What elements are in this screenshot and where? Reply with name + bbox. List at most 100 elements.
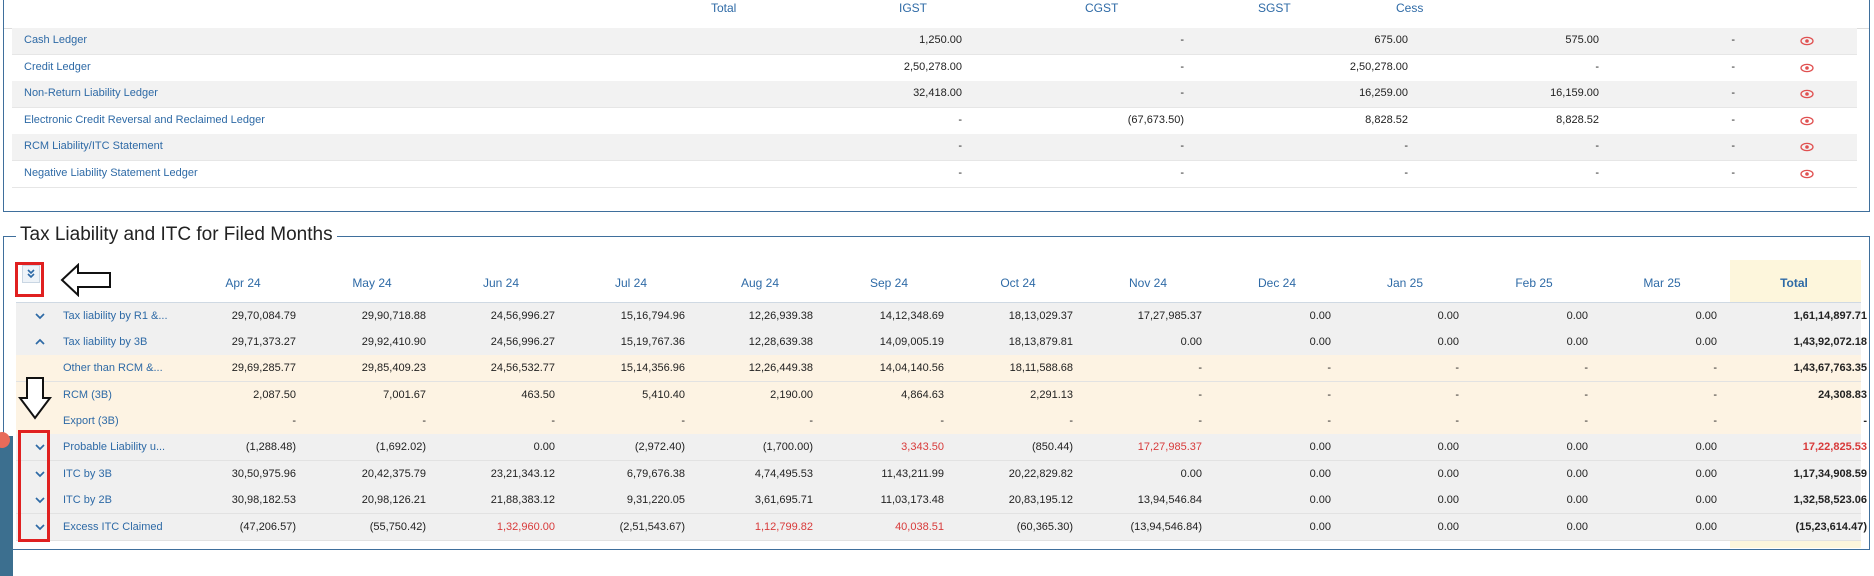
month-value-cell: 0.00 bbox=[1309, 521, 1331, 533]
row-label[interactable]: Tax liability by R1 &... bbox=[63, 310, 168, 322]
month-value-cell: 29,90,718.88 bbox=[361, 310, 426, 322]
month-header: Mar 25 bbox=[1643, 276, 1681, 290]
month-value-cell: 4,864.63 bbox=[901, 389, 944, 401]
ledger-cell-cess: - bbox=[1731, 140, 1735, 152]
month-header: Feb 25 bbox=[1515, 276, 1553, 290]
double-chevron-down-icon bbox=[27, 269, 35, 279]
total-value-cell: 1,43,67,763.35 bbox=[1793, 362, 1867, 374]
ledger-link[interactable]: Cash Ledger bbox=[24, 34, 87, 46]
ledger-cell-cess: - bbox=[1731, 60, 1735, 73]
ledger-cell-cess: - bbox=[1731, 166, 1735, 179]
row-label[interactable]: Excess ITC Claimed bbox=[63, 521, 163, 533]
ledger-cell-igst: (67,673.50) bbox=[1127, 113, 1184, 126]
chevron-down-icon[interactable] bbox=[33, 468, 47, 480]
chevron-down-icon[interactable] bbox=[33, 494, 47, 506]
header-total: Total bbox=[711, 1, 737, 15]
month-value-cell: 0.00 bbox=[1309, 336, 1331, 348]
chevron-down-icon[interactable] bbox=[33, 521, 47, 533]
eye-icon[interactable] bbox=[1800, 140, 1814, 154]
chevron-down-icon[interactable] bbox=[33, 441, 47, 453]
month-value-cell: - bbox=[1198, 389, 1202, 401]
month-value-cell: 0.00 bbox=[533, 441, 555, 453]
row-label[interactable]: ITC by 3B bbox=[63, 468, 112, 480]
ledger-cell-total: 32,418.00 bbox=[913, 87, 962, 99]
row-label[interactable]: Probable Liability u... bbox=[63, 441, 166, 453]
month-value-cell: (1,700.00) bbox=[762, 441, 813, 453]
notification-dot[interactable] bbox=[0, 432, 10, 448]
month-value-cell: - bbox=[1713, 415, 1717, 427]
row-label[interactable]: RCM (3B) bbox=[63, 389, 112, 401]
month-value-cell: 1,32,960.00 bbox=[496, 521, 555, 533]
month-value-cell: 0.00 bbox=[1695, 310, 1717, 322]
month-value-cell: 29,71,373.27 bbox=[231, 336, 296, 348]
month-value-cell: 20,83,195.12 bbox=[1008, 494, 1073, 506]
month-value-cell: 21,88,383.12 bbox=[490, 494, 555, 506]
row-label[interactable]: Tax liability by 3B bbox=[63, 336, 148, 348]
ledger-link[interactable]: RCM Liability/ITC Statement bbox=[24, 140, 163, 152]
tax-row: Export (3B) - - - - - - - - - - - - - bbox=[16, 408, 1867, 435]
month-value-cell: 0.00 bbox=[1566, 441, 1588, 453]
month-value-cell: 29,92,410.90 bbox=[361, 336, 426, 348]
total-value-cell: (15,23,614.47) bbox=[1795, 521, 1867, 533]
chevron-down-icon[interactable] bbox=[33, 310, 47, 322]
eye-icon[interactable] bbox=[1800, 61, 1814, 75]
row-label[interactable]: ITC by 2B bbox=[63, 494, 112, 506]
month-header: May 24 bbox=[352, 276, 392, 290]
month-value-cell: - bbox=[1327, 389, 1331, 401]
month-value-cell: - bbox=[1069, 415, 1073, 427]
ledger-link[interactable]: Electronic Credit Reversal and Reclaimed… bbox=[24, 113, 265, 126]
ledger-cell-igst: - bbox=[1180, 34, 1184, 46]
ledger-cell-cgst: 2,50,278.00 bbox=[1349, 60, 1408, 73]
down-arrow-icon bbox=[18, 377, 52, 420]
month-value-cell: 2,087.50 bbox=[253, 389, 296, 401]
month-value-cell: - bbox=[292, 415, 296, 427]
month-value-cell: 20,22,829.82 bbox=[1008, 468, 1073, 480]
month-value-cell: - bbox=[940, 415, 944, 427]
ledger-row: Credit Ledger 2,50,278.00 - 2,50,278.00 - - bbox=[12, 55, 1857, 82]
total-value-cell: 1,61,14,897.71 bbox=[1793, 310, 1867, 322]
ledger-link[interactable]: Non-Return Liability Ledger bbox=[24, 87, 158, 99]
month-value-cell: 17,27,985.37 bbox=[1137, 441, 1202, 453]
month-header: Apr 24 bbox=[225, 276, 261, 290]
month-value-cell: - bbox=[1327, 415, 1331, 427]
header-sgst: SGST bbox=[1258, 1, 1291, 15]
ledger-link[interactable]: Credit Ledger bbox=[24, 60, 91, 73]
month-value-cell: 0.00 bbox=[1180, 468, 1202, 480]
month-value-cell: - bbox=[1455, 362, 1459, 374]
month-value-cell: 9,31,220.05 bbox=[626, 494, 685, 506]
ledger-link[interactable]: Negative Liability Statement Ledger bbox=[24, 166, 198, 179]
month-header: Jul 24 bbox=[614, 276, 648, 290]
eye-icon[interactable] bbox=[1800, 87, 1814, 101]
row-label[interactable]: Other than RCM &... bbox=[63, 362, 163, 374]
eye-icon[interactable] bbox=[1800, 34, 1814, 48]
eye-icon[interactable] bbox=[1800, 114, 1814, 128]
month-value-cell: - bbox=[1455, 415, 1459, 427]
month-value-cell: 24,56,996.27 bbox=[490, 310, 555, 322]
month-value-cell: 14,09,005.19 bbox=[879, 336, 944, 348]
ledger-cell-igst: - bbox=[1180, 140, 1184, 152]
tax-row: Probable Liability u... (1,288.48) (1,692.… bbox=[16, 434, 1867, 461]
month-value-cell: 0.00 bbox=[1566, 494, 1588, 506]
ledger-cell-total: - bbox=[958, 140, 962, 152]
eye-icon[interactable] bbox=[1800, 167, 1814, 181]
month-value-cell: 18,13,029.37 bbox=[1008, 310, 1073, 322]
ledger-cell-cess: - bbox=[1731, 113, 1735, 126]
tax-row: Excess ITC Claimed (47,206.57) (55,750.42)… bbox=[16, 514, 1867, 541]
collapse-all-button[interactable] bbox=[22, 265, 40, 283]
month-header: Sep 24 bbox=[869, 276, 909, 290]
side-tab[interactable] bbox=[0, 436, 13, 576]
month-value-cell: 1,12,799.82 bbox=[754, 521, 813, 533]
ledger-cell-total: 2,50,278.00 bbox=[903, 60, 962, 73]
ledger-cell-cgst: 16,259.00 bbox=[1359, 87, 1408, 99]
month-value-cell: 0.00 bbox=[1309, 494, 1331, 506]
month-value-cell: 4,74,495.53 bbox=[754, 468, 813, 480]
ledger-row: RCM Liability/ITC Statement - - - - - bbox=[12, 134, 1857, 161]
month-value-cell: 18,11,588.68 bbox=[1009, 362, 1073, 374]
month-value-cell: - bbox=[1713, 362, 1717, 374]
month-value-cell: 0.00 bbox=[1437, 310, 1459, 322]
month-value-cell: 2,291.13 bbox=[1030, 389, 1073, 401]
row-label[interactable]: Export (3B) bbox=[63, 415, 119, 427]
total-value-cell: 1,32,58,523.06 bbox=[1793, 494, 1867, 506]
chevron-up-icon[interactable] bbox=[33, 336, 47, 348]
month-value-cell: 14,04,140.56 bbox=[879, 362, 944, 374]
